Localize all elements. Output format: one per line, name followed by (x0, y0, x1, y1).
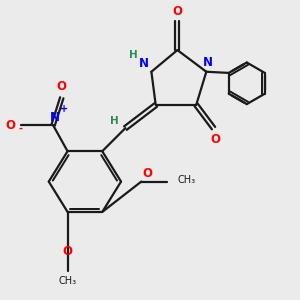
Text: N: N (139, 57, 149, 70)
Text: O: O (210, 133, 220, 146)
Text: N: N (50, 111, 60, 124)
Text: CH₃: CH₃ (58, 275, 76, 286)
Text: N: N (203, 56, 213, 69)
Text: H: H (110, 116, 119, 126)
Text: O: O (57, 80, 67, 93)
Text: O: O (142, 167, 153, 180)
Text: O: O (172, 5, 182, 18)
Text: -: - (19, 123, 23, 133)
Text: +: + (60, 104, 68, 114)
Text: CH₃: CH₃ (177, 175, 196, 185)
Text: O: O (63, 245, 73, 258)
Text: O: O (5, 119, 15, 132)
Text: H: H (129, 50, 138, 60)
